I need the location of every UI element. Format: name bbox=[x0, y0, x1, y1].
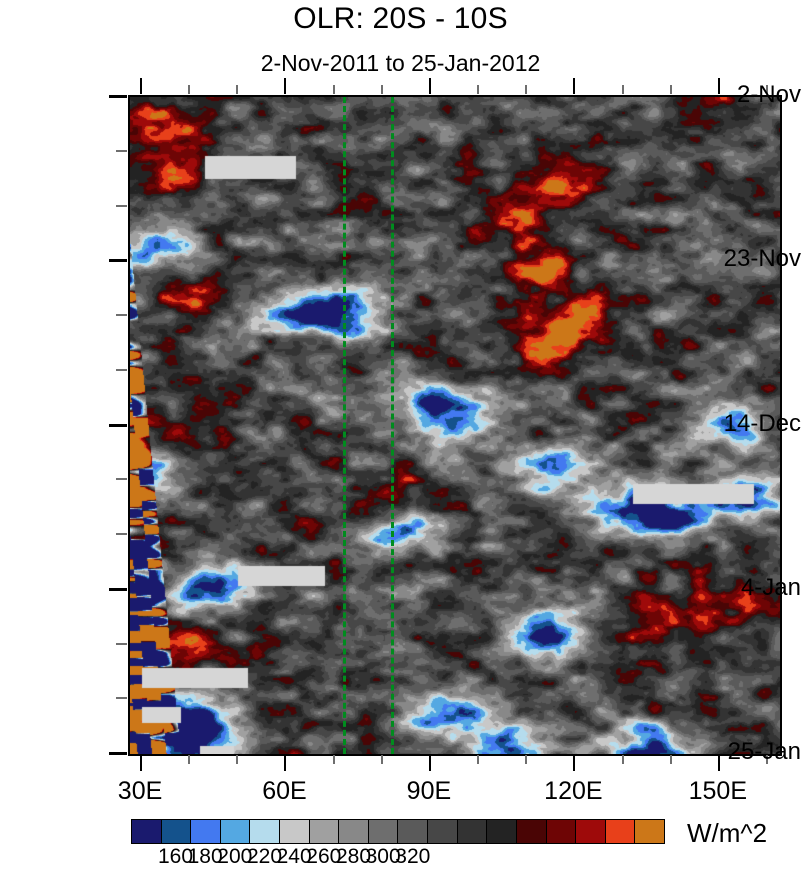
colorbar-swatch-2 bbox=[191, 820, 221, 843]
colorbar-swatch-15 bbox=[576, 820, 606, 843]
x-tick-bottom-2 bbox=[236, 755, 239, 764]
chart-subtitle: 2-Nov-2011 to 25-Jan-2012 bbox=[260, 50, 541, 76]
x-tick-top-4 bbox=[332, 85, 335, 94]
colorbar-tick-label-1: 180 bbox=[187, 845, 223, 868]
colorbar-tick-label-5: 260 bbox=[306, 845, 342, 868]
colorbar-swatch-10 bbox=[428, 820, 458, 843]
colorbar-swatch-5 bbox=[280, 820, 310, 843]
green-dashed-left bbox=[343, 97, 347, 754]
y-tick-left-9 bbox=[109, 587, 127, 591]
x-tick-top-6 bbox=[428, 78, 431, 94]
x-tick-bottom-3 bbox=[284, 755, 287, 771]
colorbar-swatch-16 bbox=[605, 820, 636, 843]
x-axis-tick-label-3: 60E bbox=[262, 777, 307, 805]
y-tick-left-0 bbox=[109, 95, 127, 98]
x-tick-top-12 bbox=[717, 78, 720, 94]
colorbar-tick-label-8: 320 bbox=[395, 845, 431, 868]
x-tick-top-13 bbox=[765, 85, 768, 94]
y-tick-left-3 bbox=[109, 259, 127, 263]
colorbar-tick-label-3: 220 bbox=[246, 845, 283, 868]
x-tick-top-10 bbox=[621, 85, 624, 94]
x-tick-bottom-1 bbox=[188, 755, 191, 764]
olr-field-heatmap bbox=[130, 97, 780, 754]
colorbar-swatch-6 bbox=[309, 820, 340, 843]
colorbar-swatch-12 bbox=[487, 820, 517, 843]
colorbar bbox=[131, 819, 665, 844]
colorbar-swatch-9 bbox=[398, 820, 429, 843]
y-axis-tick-label-6: 14-Dec bbox=[723, 409, 801, 437]
colorbar-swatch-7 bbox=[339, 820, 369, 843]
colorbar-tick-label-7: 300 bbox=[365, 845, 401, 868]
colorbar-units-label: W/m^2 bbox=[687, 818, 768, 848]
x-tick-top-2 bbox=[236, 85, 239, 94]
y-axis-tick-label-3: 23-Nov bbox=[723, 245, 801, 273]
colorbar-tick-label-2: 200 bbox=[217, 845, 253, 868]
x-tick-top-7 bbox=[477, 85, 480, 94]
x-tick-top-0 bbox=[140, 78, 143, 94]
green-dashed-right bbox=[391, 97, 395, 754]
x-tick-bottom-6 bbox=[428, 755, 431, 771]
x-tick-top-11 bbox=[669, 85, 672, 94]
x-tick-top-5 bbox=[380, 85, 383, 94]
x-tick-bottom-12 bbox=[717, 755, 720, 771]
y-tick-left-10 bbox=[116, 642, 127, 645]
y-tick-left-4 bbox=[116, 314, 127, 316]
x-tick-top-8 bbox=[525, 85, 528, 94]
x-tick-top-9 bbox=[573, 78, 576, 94]
y-axis-tick-label-0: 2-Nov bbox=[736, 81, 801, 108]
x-tick-bottom-8 bbox=[525, 755, 528, 764]
y-tick-left-8 bbox=[116, 533, 127, 535]
x-axis-tick-label-0: 30E bbox=[117, 777, 163, 805]
colorbar-swatch-0 bbox=[132, 820, 162, 843]
colorbar-swatch-4 bbox=[250, 820, 281, 843]
colorbar-swatch-8 bbox=[368, 820, 399, 843]
colorbar-swatch-13 bbox=[516, 820, 547, 843]
colorbar-tick-label-4: 240 bbox=[276, 845, 312, 868]
x-axis-tick-label-9: 120E bbox=[544, 777, 603, 805]
y-tick-left-12 bbox=[109, 752, 127, 755]
y-axis-tick-label-12: 25-Jan bbox=[727, 738, 801, 765]
y-axis-tick-label-9: 4-Jan bbox=[740, 573, 801, 601]
x-tick-bottom-9 bbox=[573, 755, 576, 771]
y-tick-left-2 bbox=[116, 204, 127, 207]
x-tick-top-1 bbox=[188, 85, 191, 94]
colorbar-tick-label-6: 280 bbox=[335, 845, 372, 868]
colorbar-swatch-14 bbox=[546, 820, 577, 843]
x-tick-bottom-11 bbox=[669, 755, 672, 764]
colorbar-swatch-17 bbox=[635, 820, 664, 843]
x-tick-bottom-10 bbox=[621, 755, 624, 764]
x-tick-bottom-7 bbox=[477, 755, 480, 764]
colorbar-tick-label-0: 160 bbox=[157, 845, 194, 868]
x-axis-tick-label-6: 90E bbox=[406, 777, 452, 805]
colorbar-swatch-1 bbox=[161, 820, 192, 843]
x-tick-bottom-5 bbox=[380, 755, 383, 764]
page-title: OLR: 20S - 10S bbox=[293, 2, 508, 35]
x-tick-bottom-4 bbox=[332, 755, 335, 764]
y-tick-left-7 bbox=[116, 478, 127, 481]
plot-area bbox=[128, 95, 782, 756]
y-tick-left-11 bbox=[116, 697, 127, 700]
x-tick-bottom-13 bbox=[765, 755, 768, 764]
colorbar-swatch-3 bbox=[220, 820, 251, 843]
colorbar-swatch-11 bbox=[457, 820, 488, 843]
y-tick-left-1 bbox=[116, 149, 127, 152]
y-tick-left-5 bbox=[116, 368, 127, 371]
y-tick-left-6 bbox=[109, 423, 127, 427]
x-tick-bottom-0 bbox=[140, 755, 143, 771]
x-axis-tick-label-12: 150E bbox=[688, 777, 748, 805]
x-tick-top-3 bbox=[284, 78, 287, 94]
